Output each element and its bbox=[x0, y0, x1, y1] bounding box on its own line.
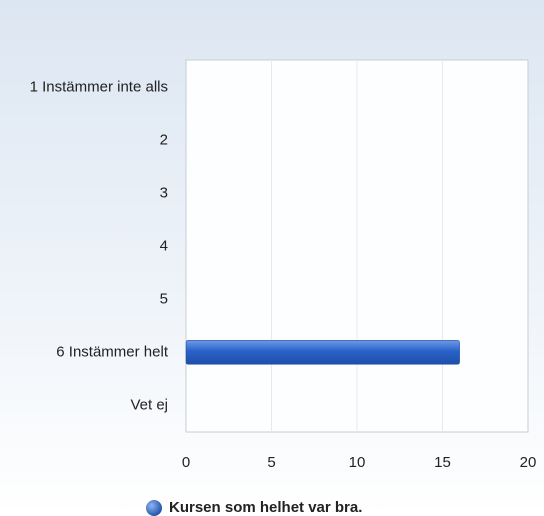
y-tick-label: 3 bbox=[159, 184, 168, 202]
y-tick-label: 6 Instämmer helt bbox=[56, 343, 168, 361]
x-tick-label: 15 bbox=[434, 454, 451, 471]
bar bbox=[185, 340, 460, 365]
legend-swatch bbox=[146, 500, 162, 516]
y-tick-label: 2 bbox=[159, 131, 168, 149]
x-tick-label: 10 bbox=[349, 454, 366, 471]
y-tick-label: 4 bbox=[159, 237, 168, 255]
legend-label: Kursen som helhet var bra. bbox=[169, 499, 362, 516]
x-tick-label: 0 bbox=[182, 454, 190, 471]
x-tick-label: 5 bbox=[267, 454, 275, 471]
y-tick-label: 5 bbox=[159, 290, 168, 308]
x-tick-label: 20 bbox=[520, 454, 537, 471]
y-tick-label: Vet ej bbox=[130, 396, 168, 414]
y-tick-label: 1 Instämmer inte alls bbox=[29, 78, 168, 96]
